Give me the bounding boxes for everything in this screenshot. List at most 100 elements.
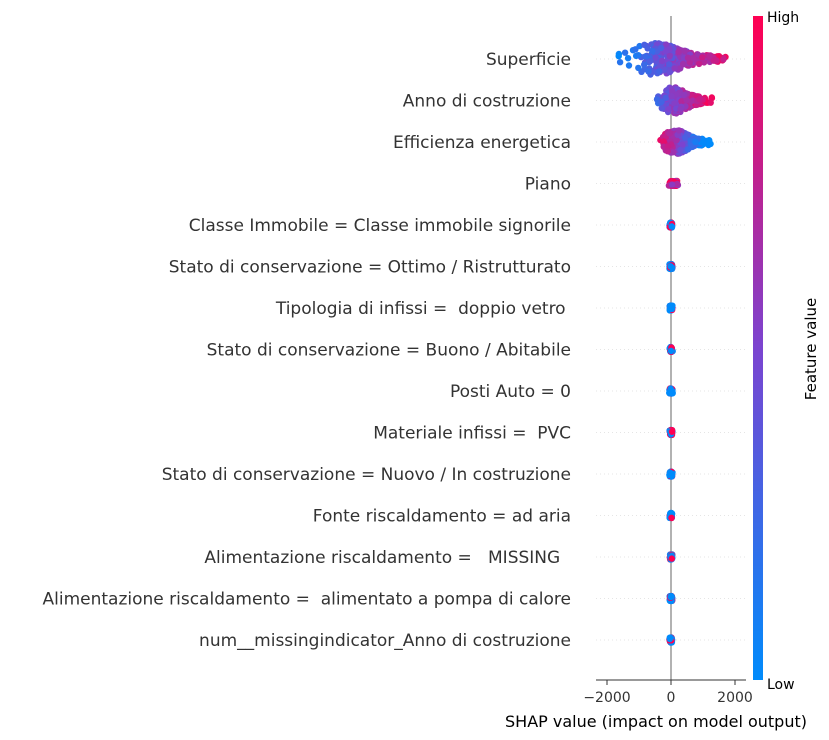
data-point xyxy=(683,96,690,104)
data-point xyxy=(646,58,654,65)
data-point xyxy=(706,53,713,60)
data-point xyxy=(624,55,632,62)
data-point xyxy=(675,127,683,134)
feature-label: Stato di conservazione = Buono / Abitabi… xyxy=(207,341,571,361)
data-point xyxy=(645,68,652,75)
colorbar-high-label: High xyxy=(767,10,799,26)
x-axis-label: SHAP value (impact on model output) xyxy=(505,712,807,731)
data-point xyxy=(679,60,687,68)
data-point xyxy=(632,46,639,53)
data-point xyxy=(692,138,699,146)
data-point xyxy=(641,61,648,68)
colorbar-low-label: Low xyxy=(767,677,795,693)
data-point xyxy=(662,94,669,102)
feature-label: Posti Auto = 0 xyxy=(450,382,571,402)
data-point xyxy=(668,302,675,309)
data-point xyxy=(674,180,681,188)
data-point xyxy=(667,593,674,601)
feature-label: Materiale infissi = PVC xyxy=(373,424,571,444)
data-point xyxy=(616,59,624,66)
data-point xyxy=(666,635,673,643)
data-point xyxy=(666,52,673,60)
data-point xyxy=(671,100,678,107)
data-point xyxy=(680,91,688,99)
data-point xyxy=(635,64,642,72)
feature-label: num__missingindicator_Anno di costruzion… xyxy=(199,631,571,651)
data-point xyxy=(675,48,682,56)
data-point xyxy=(652,54,659,61)
data-point xyxy=(656,63,664,70)
data-point xyxy=(615,52,622,60)
data-point xyxy=(668,470,676,478)
data-point xyxy=(689,97,696,104)
data-point xyxy=(625,62,633,69)
data-point xyxy=(720,56,727,63)
data-point xyxy=(695,60,703,68)
data-point xyxy=(699,54,706,61)
data-point xyxy=(669,264,676,271)
feature-label: Superficie xyxy=(486,50,571,70)
feature-label: Anno di costruzione xyxy=(403,92,571,112)
data-point xyxy=(667,385,674,392)
x-tick-label: 0 xyxy=(667,690,676,706)
feature-label: Piano xyxy=(525,175,571,195)
data-point xyxy=(681,48,688,55)
data-point xyxy=(665,105,673,113)
x-tick-label: −2000 xyxy=(583,690,630,706)
data-point xyxy=(667,347,675,355)
x-axis-ticks: −2000 0 2000 xyxy=(583,680,753,706)
data-point xyxy=(668,223,675,230)
feature-label: Fonte riscaldamento = ad aria xyxy=(313,507,571,527)
data-points xyxy=(615,40,729,646)
data-point xyxy=(673,136,680,144)
data-point xyxy=(664,143,671,150)
data-point xyxy=(668,428,676,435)
data-point xyxy=(677,146,684,154)
data-point xyxy=(700,139,707,146)
x-tick-label: 2000 xyxy=(717,690,753,706)
data-point xyxy=(690,54,697,62)
data-point xyxy=(641,41,648,48)
data-point xyxy=(662,48,669,55)
colorbar-title: Feature value xyxy=(802,298,820,400)
data-point xyxy=(621,49,629,56)
feature-label: Alimentazione riscaldamento = MISSING xyxy=(204,548,571,568)
data-point xyxy=(657,44,665,52)
data-point xyxy=(658,105,665,112)
data-point xyxy=(684,54,692,61)
feature-label: Classe Immobile = Classe immobile signor… xyxy=(189,216,571,236)
feature-label: Stato di conservazione = Ottimo / Ristru… xyxy=(169,258,571,278)
data-point xyxy=(662,41,670,48)
data-point xyxy=(664,148,671,155)
data-point xyxy=(666,130,673,137)
data-point xyxy=(668,514,675,521)
row-gridlines xyxy=(596,58,746,641)
data-point xyxy=(660,138,667,145)
colorbar xyxy=(753,16,763,680)
data-point xyxy=(656,68,663,75)
feature-label: Alimentazione riscaldamento = alimentato… xyxy=(43,590,572,610)
data-point xyxy=(677,105,684,113)
data-point xyxy=(668,555,675,562)
data-point xyxy=(671,65,678,72)
data-point xyxy=(682,134,689,141)
data-point xyxy=(670,149,677,156)
data-point xyxy=(658,57,666,65)
data-point xyxy=(696,95,703,103)
data-point xyxy=(707,99,714,106)
data-point xyxy=(668,92,675,100)
data-point xyxy=(679,141,686,148)
data-point xyxy=(668,181,676,188)
data-point xyxy=(649,47,656,55)
feature-labels: Superficie Anno di costruzione Efficienza … xyxy=(43,50,572,651)
feature-label: Stato di conservazione = Nuovo / In cost… xyxy=(162,465,571,485)
data-point xyxy=(708,94,715,101)
feature-label: Efficienza energetica xyxy=(393,133,571,153)
data-point xyxy=(666,68,673,76)
data-point xyxy=(713,57,720,64)
data-point xyxy=(706,137,713,144)
feature-label: Tipologia di infissi = doppio vetro xyxy=(275,299,571,319)
data-point xyxy=(666,61,673,68)
data-point xyxy=(642,53,649,60)
